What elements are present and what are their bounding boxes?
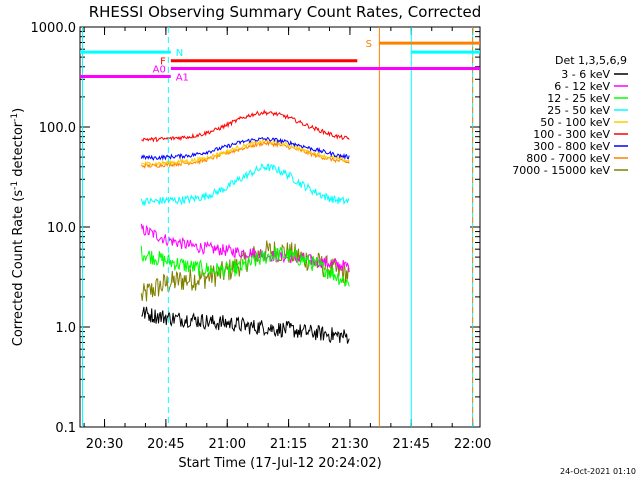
- chart-title: RHESSI Observing Summary Count Rates, Co…: [89, 3, 482, 21]
- x-axis-label: Start Time (17-Jul-12 20:24:02): [178, 456, 381, 471]
- y-tick-label: 10.0: [47, 221, 76, 236]
- flag-label-4: S: [366, 39, 372, 50]
- legend-label: 300 - 800 keV: [533, 140, 610, 153]
- x-tick-label: 20:45: [147, 437, 184, 452]
- legend-label: 50 - 100 keV: [540, 116, 610, 129]
- series-line-2: [140, 245, 350, 287]
- series-layer: [140, 109, 350, 344]
- series-line-0: [141, 306, 350, 344]
- legend-label: 3 - 6 keV: [561, 68, 610, 81]
- x-tick-label: 21:30: [331, 437, 368, 452]
- x-tick-label: 21:15: [270, 437, 307, 452]
- flag-label-1: F: [160, 57, 166, 68]
- legend-label: 100 - 300 keV: [533, 128, 610, 141]
- legend-label: 25 - 50 keV: [547, 104, 610, 117]
- y-tick-label: 1.0: [55, 321, 76, 336]
- series-line-8: [140, 240, 350, 302]
- legend-label: 12 - 25 keV: [547, 92, 610, 105]
- flag-label-3: A1: [176, 72, 189, 83]
- x-axis: 20:30 20:45 21:00 21:15 21:30 21:45 22:00: [83, 27, 491, 452]
- legend-label: 6 - 12 keV: [554, 80, 610, 93]
- y-tick-label: 1000.0: [31, 21, 77, 36]
- plot-frame: [79, 26, 481, 428]
- y-tick-label: 100.0: [39, 121, 76, 136]
- flag-label-2: A0: [153, 64, 166, 75]
- footer-timestamp: 24-Oct-2021 01:10: [560, 467, 636, 476]
- y-tick-label: 0.1: [55, 421, 76, 436]
- y-axis-label: Corrected Count Rate (s-1 detector-1): [10, 108, 26, 346]
- markers-layer: [81, 27, 474, 427]
- x-tick-label: 22:00: [454, 437, 491, 452]
- x-tick-label: 21:00: [209, 437, 246, 452]
- y-axis: 1000.0 100.0 10.0 1.0 0.1: [31, 21, 480, 436]
- series-line-3: [140, 163, 350, 206]
- series-line-1: [140, 223, 350, 273]
- legend-label: 800 - 7000 keV: [526, 152, 610, 165]
- x-tick-label: 20:30: [86, 437, 123, 452]
- series-line-6: [140, 136, 350, 161]
- series-line-5: [141, 109, 350, 143]
- x-tick-label: 21:45: [393, 437, 430, 452]
- legend-label: 7000 - 15000 keV: [512, 164, 610, 177]
- series-line-4: [141, 138, 350, 167]
- flag-label-0: N: [176, 48, 183, 59]
- legend-title: Det 1,3,5,6,9: [555, 54, 627, 67]
